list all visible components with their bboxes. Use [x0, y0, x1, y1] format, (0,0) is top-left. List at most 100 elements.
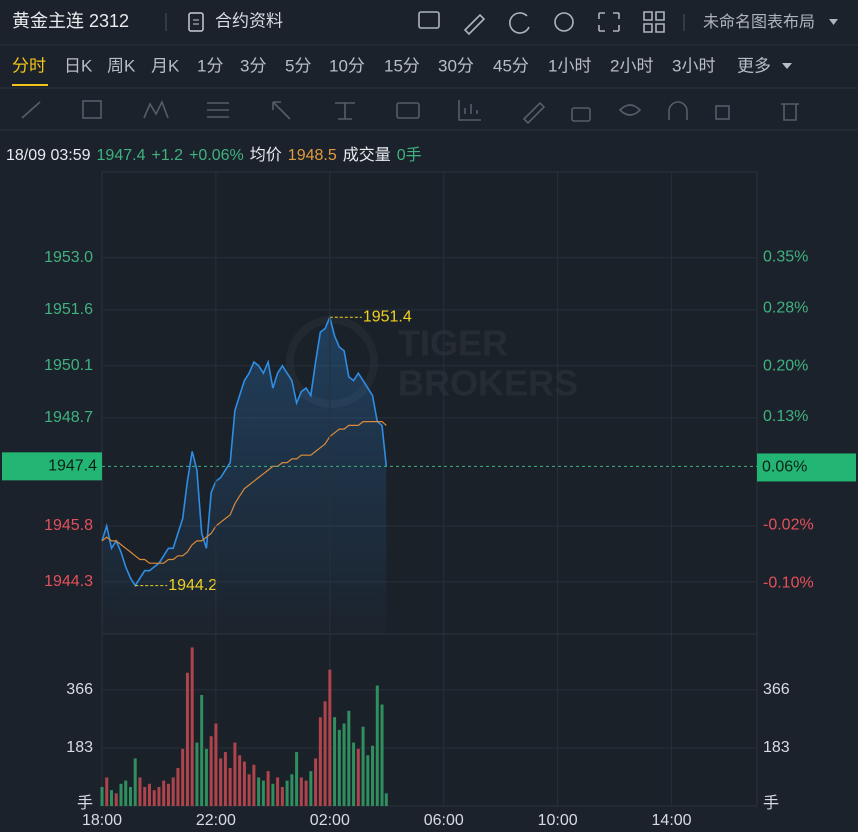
active-underline	[12, 84, 48, 86]
volume-bar	[133, 758, 137, 806]
tool-copy[interactable]	[715, 105, 730, 120]
layout-name[interactable]: 未命名图表布局	[703, 13, 815, 31]
y2-tick-label: 0.20%	[763, 357, 808, 374]
volume-bar	[257, 777, 261, 806]
y2-tick-label: -0.10%	[763, 575, 814, 592]
y-tick-label: 1951.6	[44, 301, 93, 318]
fullscreen-icon[interactable]	[598, 12, 620, 32]
period-tab[interactable]: 5分	[285, 56, 311, 75]
current-pct-label: 0.06%	[762, 459, 807, 476]
volume-bar	[318, 717, 322, 806]
title: 黄金主连 2312	[12, 11, 129, 31]
tool-indicator[interactable]	[458, 100, 481, 121]
chart-icon[interactable]	[418, 11, 440, 29]
volume-unit: 手	[77, 794, 93, 812]
y-tick-label: 1948.7	[44, 409, 93, 426]
volume-label: 成交量	[342, 147, 391, 164]
avg-value: 1948.5	[287, 147, 337, 164]
quote-line: 18/09 03:59 1947.4 +1.2 +0.06% 均价 1948.5 成交量 0手	[6, 141, 428, 165]
volume-bar	[328, 669, 332, 806]
volume-tick-label: 183	[66, 739, 93, 756]
volume-bar	[352, 742, 356, 806]
tool-fib[interactable]	[207, 102, 229, 118]
period-tab[interactable]: 3小时	[672, 56, 715, 75]
volume-bar	[290, 774, 294, 806]
period-tab[interactable]: 周K	[107, 56, 136, 75]
volume-bar	[285, 780, 289, 806]
watermark: BROKERS	[398, 363, 578, 404]
quote-change-pct: +0.06%	[189, 147, 244, 164]
period-tab[interactable]: 2小时	[610, 56, 653, 75]
volume-bar	[119, 783, 123, 806]
volume-bar	[185, 672, 189, 806]
volume-bar	[242, 761, 246, 806]
quote-time: 18/09 03:59	[6, 147, 91, 164]
period-tab[interactable]: 3分	[240, 56, 266, 75]
period-tab[interactable]: 1小时	[548, 56, 591, 75]
volume-tick-label: 366	[66, 681, 93, 698]
tool-eye[interactable]	[618, 104, 642, 116]
volume-tick-label-right: 366	[763, 681, 790, 698]
tool-delete[interactable]	[781, 103, 799, 121]
volume-bar	[299, 777, 303, 806]
watermark: TIGER	[398, 323, 508, 364]
x-tick-label: 18:00	[82, 812, 122, 829]
volume-bar	[219, 758, 223, 806]
tool-lock[interactable]	[571, 107, 591, 122]
x-tick-label: 10:00	[538, 812, 578, 829]
tool-measure[interactable]	[335, 102, 355, 120]
period-tab[interactable]: 月K	[151, 56, 180, 75]
y2-tick-label: -0.02%	[763, 517, 814, 534]
tool-pattern[interactable]	[143, 100, 169, 119]
volume-bar	[166, 783, 170, 806]
x-tick-label: 02:00	[310, 812, 350, 829]
volume-bar	[247, 774, 251, 806]
settings-icon[interactable]	[554, 12, 574, 32]
volume-bar	[380, 704, 384, 806]
volume-bar	[190, 647, 194, 806]
volume-bar	[171, 777, 175, 806]
quote-price: 1947.4	[96, 147, 146, 164]
x-tick-label: 06:00	[424, 812, 464, 829]
volume-bar	[252, 764, 256, 806]
period-tab[interactable]: 日K	[64, 56, 93, 75]
y-tick-label: 1953.0	[44, 249, 93, 266]
volume-bar	[128, 786, 132, 806]
refresh-icon[interactable]	[509, 12, 530, 34]
volume-bar	[124, 780, 128, 806]
dropdown-arrow[interactable]	[829, 19, 838, 25]
tool-magnet[interactable]	[668, 101, 688, 120]
period-tab[interactable]: 更多	[737, 56, 771, 75]
tool-line[interactable]	[21, 101, 41, 119]
volume-bar	[342, 723, 346, 806]
contract-info-button[interactable]: 合约资料	[188, 11, 283, 32]
volume-bar	[314, 758, 318, 806]
quote-change: +1.2	[151, 147, 184, 164]
plot-area	[101, 171, 758, 807]
tool-rect[interactable]	[82, 100, 102, 119]
volume-bar	[337, 729, 341, 806]
period-tab[interactable]: 10分	[329, 56, 365, 75]
more-arrow[interactable]	[782, 63, 792, 69]
edit-icon[interactable]	[463, 13, 486, 36]
period-tab[interactable]: 分时	[12, 56, 46, 75]
period-tab[interactable]: 45分	[493, 56, 529, 75]
tool-arrow[interactable]	[272, 101, 291, 120]
period-tab[interactable]: 30分	[438, 56, 474, 75]
period-tab[interactable]: 1分	[197, 56, 223, 75]
volume-bar	[157, 786, 161, 806]
volume-bar	[109, 790, 113, 806]
volume-bar	[228, 767, 232, 806]
tool-pen[interactable]	[522, 101, 546, 125]
period-tabs: 分时 日K 周K 月K 1分 3分 5分 10分 15分 30分 45分 1小时 2小时 3小时 更多	[12, 56, 792, 86]
x-tick-label: 14:00	[652, 812, 692, 829]
volume-bar	[204, 748, 208, 806]
volume-bar	[333, 717, 337, 806]
tool-text[interactable]	[396, 102, 420, 119]
volume-bar	[384, 793, 388, 806]
layout-icon[interactable]	[643, 11, 665, 33]
period-tab[interactable]: 15分	[384, 56, 420, 75]
volume-bar	[114, 793, 118, 806]
